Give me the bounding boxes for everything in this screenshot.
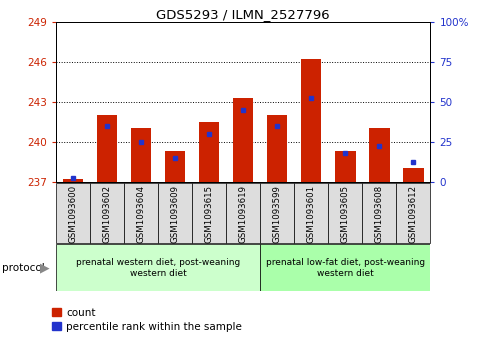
Text: GSM1093612: GSM1093612 — [408, 185, 417, 243]
Text: GSM1093602: GSM1093602 — [102, 185, 112, 243]
Text: protocol: protocol — [2, 263, 45, 273]
Bar — [334, 151, 355, 182]
Text: GSM1093604: GSM1093604 — [137, 185, 145, 243]
Bar — [395, 183, 429, 243]
Bar — [199, 122, 219, 182]
Bar — [233, 98, 253, 182]
Text: GSM1093609: GSM1093609 — [170, 185, 180, 243]
Bar — [327, 183, 362, 243]
Text: GSM1093605: GSM1093605 — [340, 185, 349, 243]
Bar — [63, 179, 83, 182]
Title: GDS5293 / ILMN_2527796: GDS5293 / ILMN_2527796 — [156, 8, 329, 21]
Bar — [90, 183, 124, 243]
Legend: count, percentile rank within the sample: count, percentile rank within the sample — [52, 307, 242, 332]
Text: GSM1093601: GSM1093601 — [306, 185, 315, 243]
Bar — [192, 183, 226, 243]
Bar — [226, 183, 260, 243]
Bar — [56, 183, 90, 243]
Text: prenatal western diet, post-weaning
western diet: prenatal western diet, post-weaning west… — [76, 258, 240, 278]
Text: GSM1093599: GSM1093599 — [272, 185, 281, 243]
Bar — [266, 115, 287, 182]
Bar — [56, 244, 260, 291]
Bar — [131, 128, 151, 182]
Bar — [301, 59, 321, 182]
Text: GSM1093608: GSM1093608 — [374, 185, 383, 243]
Bar — [165, 151, 185, 182]
Text: GSM1093600: GSM1093600 — [69, 185, 78, 243]
Bar — [368, 128, 389, 182]
Bar — [124, 183, 158, 243]
Text: ▶: ▶ — [40, 261, 50, 274]
Bar — [402, 168, 423, 182]
Bar — [260, 183, 294, 243]
Bar — [260, 244, 429, 291]
Bar — [97, 115, 117, 182]
Bar — [362, 183, 395, 243]
Bar — [294, 183, 327, 243]
Text: GSM1093615: GSM1093615 — [204, 185, 213, 243]
Bar — [158, 183, 192, 243]
Text: prenatal low-fat diet, post-weaning
western diet: prenatal low-fat diet, post-weaning west… — [265, 258, 424, 278]
Text: GSM1093619: GSM1093619 — [238, 185, 247, 243]
